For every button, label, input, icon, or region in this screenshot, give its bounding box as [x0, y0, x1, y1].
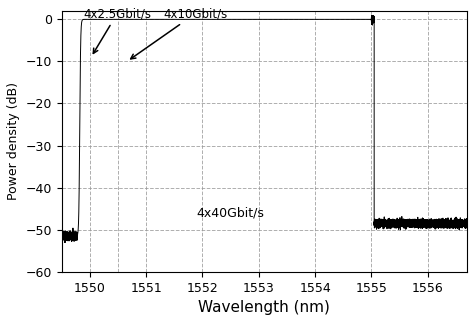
Text: 4x40Gbit/s: 4x40Gbit/s	[197, 206, 264, 219]
Text: 4x10Gbit/s: 4x10Gbit/s	[131, 7, 228, 59]
X-axis label: Wavelength (nm): Wavelength (nm)	[199, 300, 330, 315]
Text: 4x2.5Gbit/s: 4x2.5Gbit/s	[83, 7, 151, 53]
Y-axis label: Power density (dB): Power density (dB)	[7, 82, 20, 200]
